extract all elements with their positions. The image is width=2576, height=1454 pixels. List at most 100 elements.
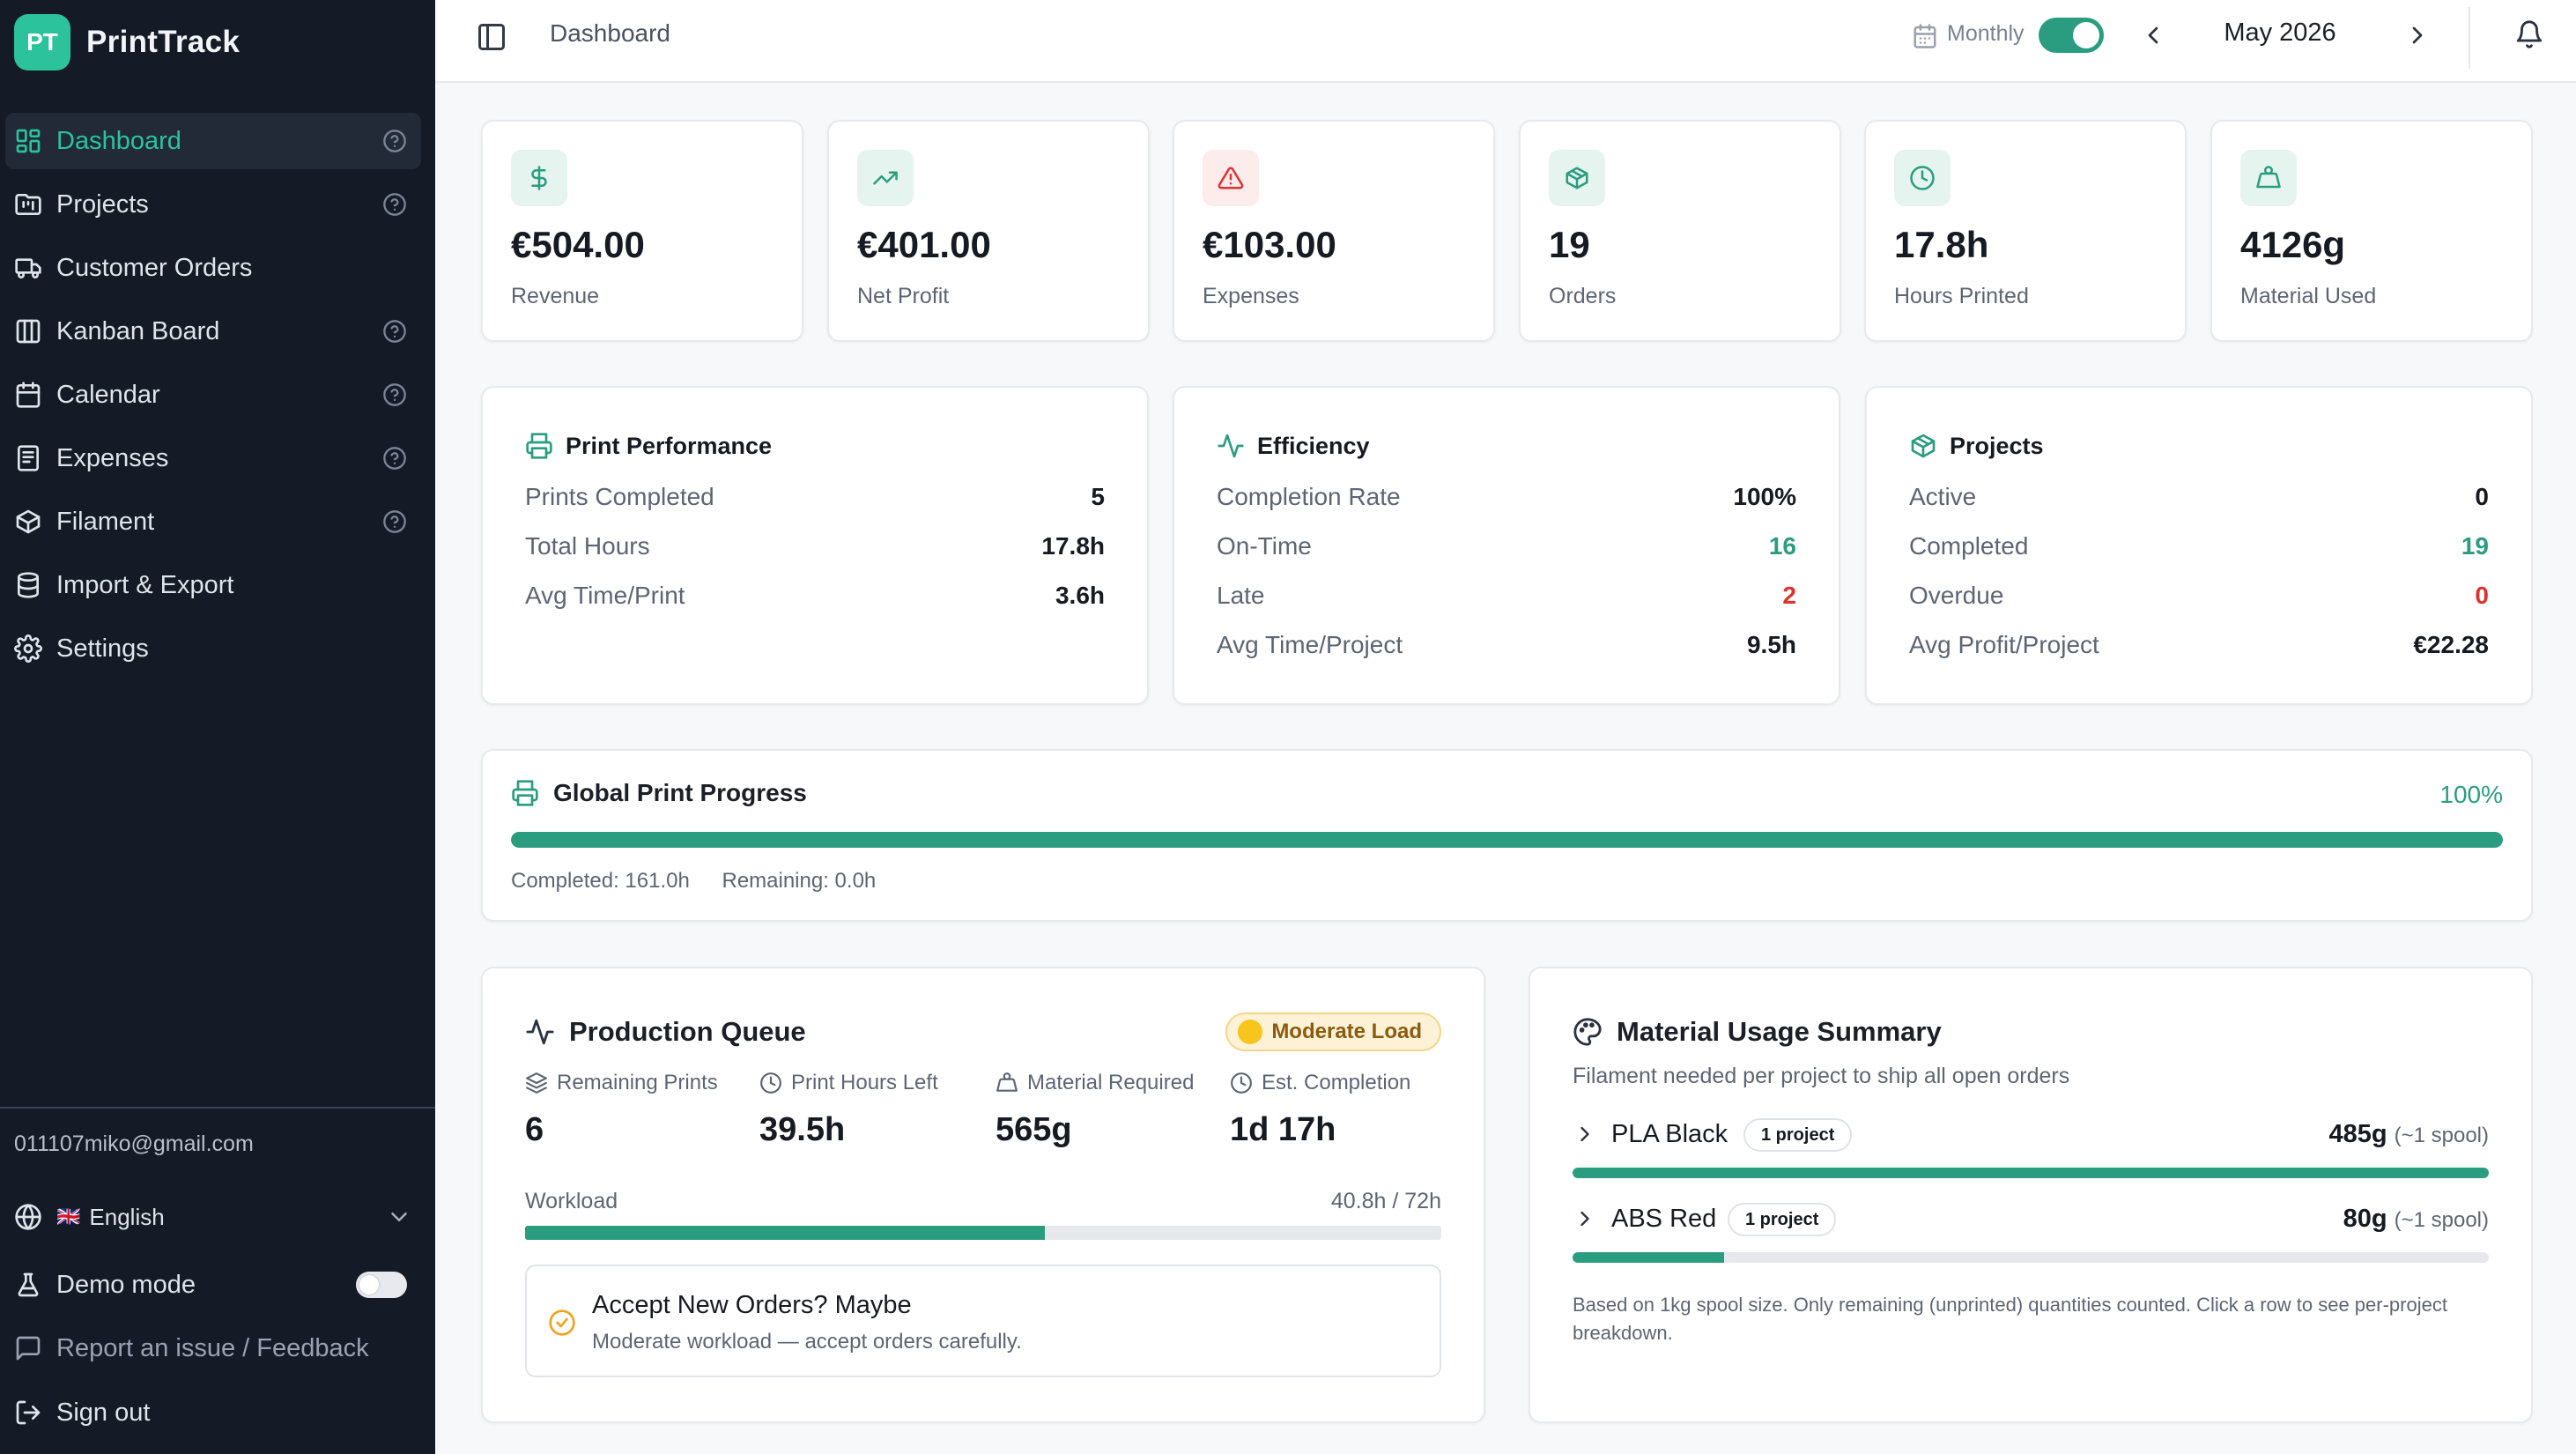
language-label: English: [89, 1203, 165, 1230]
package-icon: [1566, 167, 1588, 189]
sidebar-item-kanban-board[interactable]: Kanban Board: [5, 303, 421, 360]
sidebar-item-dashboard[interactable]: Dashboard: [5, 113, 421, 169]
sign-out-button[interactable]: Sign out: [14, 1391, 421, 1435]
stat-card-expenses: €103.00 Expenses: [1173, 120, 1495, 342]
truck-icon: [15, 258, 41, 278]
progress-bar-fill: [511, 832, 2503, 848]
sidebar-item-calendar[interactable]: Calendar: [5, 367, 421, 423]
check-circle-icon: [549, 1309, 575, 1336]
sidebar-item-import-export[interactable]: Import & Export: [5, 557, 421, 613]
topbar-divider: [2469, 7, 2470, 69]
grid-icon: [16, 129, 41, 153]
brand[interactable]: PT PrintTrack: [14, 14, 240, 70]
language-select[interactable]: 🇬🇧 English: [14, 1195, 421, 1239]
workload-bar: [525, 1226, 1441, 1240]
clock-icon: [760, 1072, 781, 1094]
stat-label: Revenue: [511, 284, 600, 308]
sidebar-toggle-icon[interactable]: [476, 21, 507, 53]
box-icon: [16, 509, 41, 534]
help-circle-icon[interactable]: [382, 382, 407, 407]
stat-label: Orders: [1549, 284, 1617, 308]
report-issue-link[interactable]: Report an issue / Feedback: [14, 1326, 421, 1370]
sidebar-item-label: Settings: [56, 634, 149, 663]
metric-row: Avg Time/Print 3.6h: [525, 578, 1105, 613]
chevron-right-icon[interactable]: [2403, 21, 2432, 49]
stat-label: Hours Printed: [1894, 284, 2029, 308]
remaining-hours: Remaining: 0.0h: [722, 869, 877, 893]
stat-icon-box: [1894, 150, 1951, 206]
alert-triangle-icon: [1218, 167, 1244, 189]
queue-metric-value: 6: [525, 1111, 544, 1148]
metric-value: 17.8h: [1041, 532, 1105, 560]
help-circle-icon[interactable]: [382, 509, 407, 534]
sign-out-label: Sign out: [56, 1398, 151, 1427]
metric-value: 19: [2461, 532, 2489, 560]
card-header: Efficiency: [1217, 432, 1370, 460]
material-row-pla-black[interactable]: PLA Black 1 project 485g (~1 spool): [1573, 1113, 2489, 1155]
queue-metric-label: Est. Completion: [1262, 1071, 1411, 1094]
material-bar: [1573, 1168, 2489, 1178]
columns-icon: [16, 319, 41, 344]
demo-mode-toggle[interactable]: [356, 1272, 407, 1298]
metric-row: Prints Completed 5: [525, 479, 1105, 515]
stat-card-net-profit: €401.00 Net Profit: [827, 120, 1150, 342]
accept-orders-panel: Accept New Orders? Maybe Moderate worklo…: [525, 1265, 1441, 1377]
palette-icon: [1573, 1018, 1602, 1046]
card-header: Print Performance: [525, 432, 772, 460]
material-row-abs-red[interactable]: ABS Red 1 project 80g (~1 spool): [1573, 1198, 2489, 1240]
calendar-icon: [1913, 24, 1936, 48]
bell-icon[interactable]: [2514, 19, 2544, 49]
sidebar-item-label: Dashboard: [56, 126, 181, 155]
metric-label: Late: [1217, 582, 1265, 609]
metric-row: Active 0: [1909, 479, 2489, 515]
clock-icon: [1231, 1072, 1252, 1094]
help-circle-icon[interactable]: [382, 319, 407, 344]
metric-label: Avg Time/Project: [1217, 631, 1403, 658]
dollar-icon: [531, 166, 547, 190]
trending-up-icon: [873, 171, 898, 185]
sidebar-item-projects[interactable]: Projects: [5, 176, 421, 233]
sidebar-item-label: Projects: [56, 189, 149, 219]
metric-label: Avg Time/Print: [525, 582, 685, 609]
help-circle-icon[interactable]: [382, 192, 407, 217]
efficiency-card: Efficiency Completion Rate 100% On-Time 16…: [1173, 386, 1840, 705]
period-toggle[interactable]: [2039, 18, 2104, 53]
queue-metric-label: Remaining Prints: [557, 1071, 718, 1094]
metric-value: 9.5h: [1746, 631, 1796, 658]
project-count-pill: 1 project: [1728, 1203, 1837, 1236]
card-header: Production Queue: [525, 1016, 806, 1048]
chevron-left-icon[interactable]: [2139, 21, 2167, 49]
material-usage-note: Based on 1kg spool size. Only remaining …: [1573, 1294, 2447, 1344]
flask-icon: [18, 1272, 39, 1297]
help-circle-icon[interactable]: [382, 129, 407, 153]
top-bar: Dashboard Monthly May 2026: [435, 0, 2576, 83]
material-amount: 80g (~1 spool): [2343, 1205, 2489, 1234]
queue-metric-label: Print Hours Left: [791, 1071, 938, 1094]
log-out-icon: [16, 1400, 41, 1425]
queue-metric: Est. Completion 1d 17h: [1230, 1071, 1410, 1149]
sidebar-item-customer-orders[interactable]: Customer Orders: [5, 240, 421, 296]
metric-label: Overdue: [1909, 582, 2004, 609]
queue-metric-value: 565g: [996, 1111, 1072, 1148]
yellow-circle-icon: [1238, 1020, 1263, 1044]
stat-value: €401.00: [857, 224, 991, 265]
metric-value: 2: [1782, 582, 1796, 609]
progress-bar: [511, 832, 2503, 848]
stat-value: 19: [1549, 224, 1590, 265]
card-title: Print Performance: [566, 432, 773, 459]
card-subtitle: Filament needed per project to ship all …: [1573, 1064, 2070, 1088]
sidebar-item-expenses[interactable]: Expenses: [5, 430, 421, 486]
metric-label: Avg Profit/Project: [1909, 631, 2099, 658]
help-circle-icon[interactable]: [382, 446, 407, 471]
metric-label: Total Hours: [525, 532, 650, 560]
metric-value: 0: [2475, 582, 2489, 609]
demo-mode-row: Demo mode: [14, 1263, 421, 1307]
stat-card-material-used: 4126g Material Used: [2210, 120, 2533, 342]
message-square-icon: [16, 1336, 41, 1361]
sidebar-nav: Dashboard Projects Customer Orders Kanba…: [5, 113, 421, 684]
sidebar-item-settings[interactable]: Settings: [5, 620, 421, 677]
material-grams: 485g: [2328, 1120, 2387, 1148]
sidebar-item-filament[interactable]: Filament: [5, 493, 421, 550]
production-queue-card: Production Queue Moderate Load Remaining…: [481, 967, 1485, 1423]
queue-metric-label: Material Required: [1027, 1071, 1195, 1094]
